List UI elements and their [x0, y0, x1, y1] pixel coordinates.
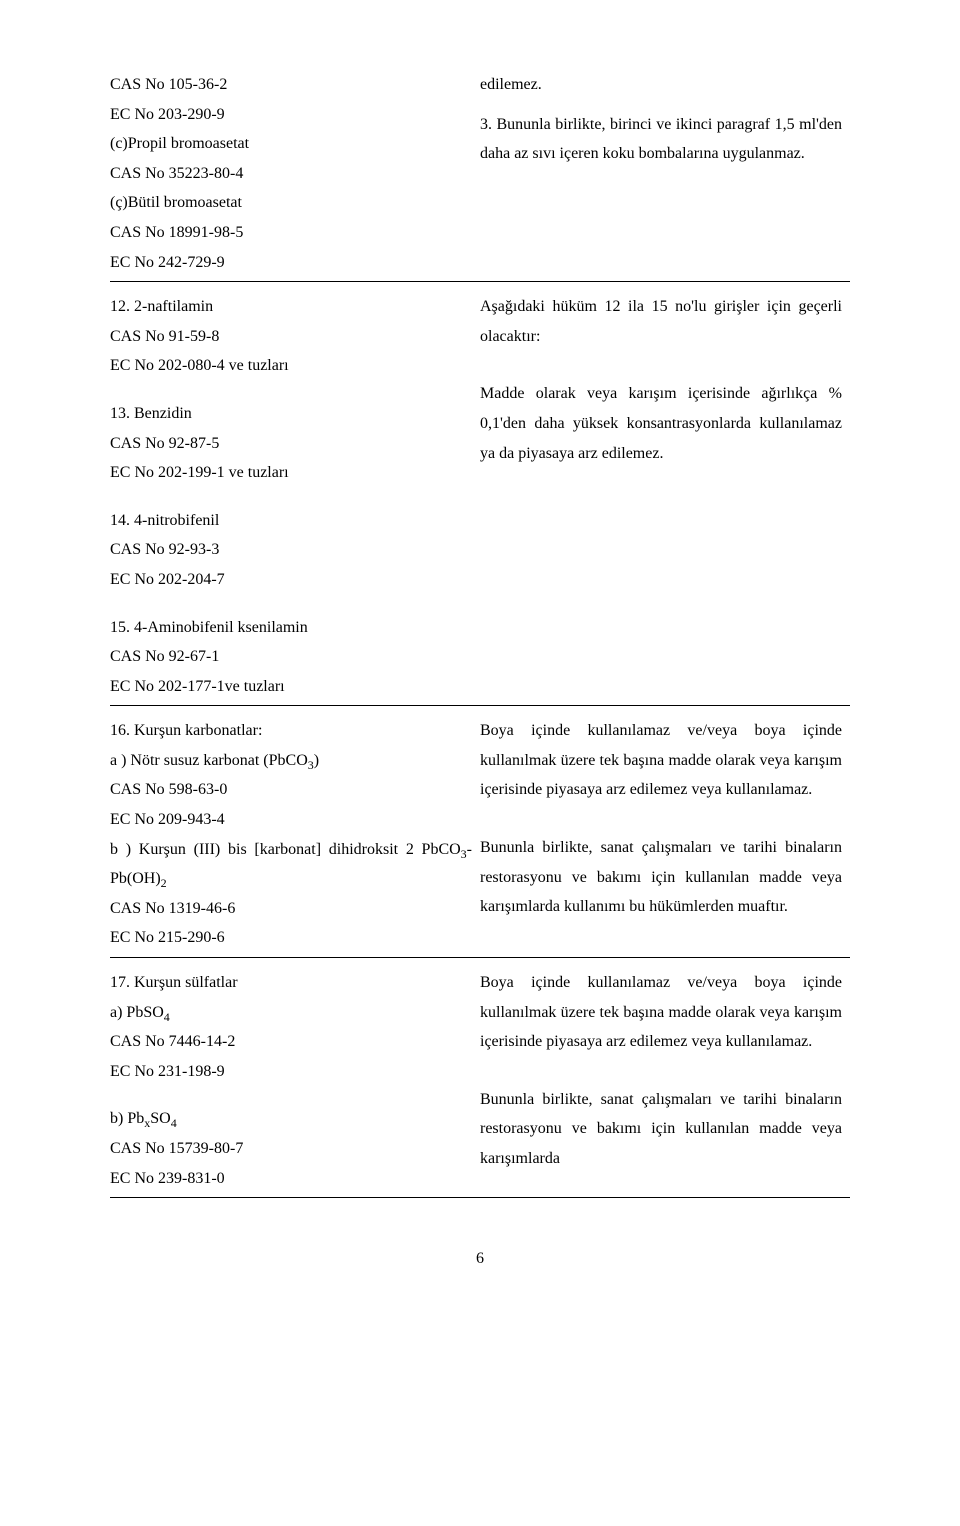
text-line: (c)Propil bromoasetat	[110, 129, 472, 159]
text-line: EC No 231-198-9	[110, 1057, 472, 1087]
text-line: EC No 203-290-9	[110, 100, 472, 130]
text-line: CAS No 598-63-0	[110, 775, 472, 805]
text-line: a ) Nötr susuz karbonat (PbCO3)	[110, 746, 472, 776]
row4-right: Boya içinde kullanılamaz ve/veya boya iç…	[480, 958, 850, 1198]
text-line: CAS No 15739-80-7	[110, 1134, 472, 1164]
text-line: b) PbxSO4	[110, 1104, 472, 1134]
text-line: EC No 202-204-7	[110, 565, 472, 595]
text-line: 15. 4-Aminobifenil ksenilamin	[110, 613, 472, 643]
text-line: a) PbSO4	[110, 998, 472, 1028]
page-number: 6	[110, 1244, 850, 1274]
row3-left: 16. Kurşun karbonatlar: a ) Nötr susuz k…	[110, 706, 480, 957]
text-line: CAS No 7446-14-2	[110, 1027, 472, 1057]
text-line: EC No 239-831-0	[110, 1164, 472, 1194]
text-line: CAS No 35223-80-4	[110, 159, 472, 189]
text-line: 13. Benzidin	[110, 399, 472, 429]
text-para: Bununla birlikte, sanat çalışmaları ve t…	[480, 833, 842, 922]
text-line: EC No 215-290-6	[110, 923, 472, 953]
text-para: 3. Bununla birlikte, birinci ve ikinci p…	[480, 110, 842, 169]
text-line: 17. Kurşun sülfatlar	[110, 968, 472, 998]
text-line: CAS No 92-67-1	[110, 642, 472, 672]
text-para: Aşağıdaki hüküm 12 ila 15 no'lu girişler…	[480, 292, 842, 351]
row1-left: CAS No 105-36-2 EC No 203-290-9 (c)Propi…	[110, 60, 480, 281]
text-line: 16. Kurşun karbonatlar:	[110, 716, 472, 746]
text-para: Bununla birlikte, sanat çalışmaları ve t…	[480, 1085, 842, 1174]
text-line: (ç)Bütil bromoasetat	[110, 188, 472, 218]
document-table: CAS No 105-36-2 EC No 203-290-9 (c)Propi…	[110, 60, 850, 1198]
row2-right: Aşağıdaki hüküm 12 ila 15 no'lu girişler…	[480, 282, 850, 706]
text-line: CAS No 92-93-3	[110, 535, 472, 565]
row2-left: 12. 2-naftilamin CAS No 91-59-8 EC No 20…	[110, 282, 480, 706]
text-line: CAS No 91-59-8	[110, 322, 472, 352]
row4-left: 17. Kurşun sülfatlar a) PbSO4 CAS No 744…	[110, 958, 480, 1198]
text-line: 14. 4-nitrobifenil	[110, 506, 472, 536]
text-line: 12. 2-naftilamin	[110, 292, 472, 322]
text-line: CAS No 105-36-2	[110, 70, 472, 100]
text-line: EC No 202-199-1 ve tuzları	[110, 458, 472, 488]
text-para: edilemez.	[480, 70, 842, 100]
text-para: Madde olarak veya karışım içerisinde ağı…	[480, 379, 842, 468]
row3-right: Boya içinde kullanılamaz ve/veya boya iç…	[480, 706, 850, 957]
text-line: CAS No 18991-98-5	[110, 218, 472, 248]
row1-right: edilemez. 3. Bununla birlikte, birinci v…	[480, 60, 850, 281]
text-para: Boya içinde kullanılamaz ve/veya boya iç…	[480, 716, 842, 805]
text-line: CAS No 92-87-5	[110, 429, 472, 459]
text-para: Boya içinde kullanılamaz ve/veya boya iç…	[480, 968, 842, 1057]
text-line: EC No 202-080-4 ve tuzları	[110, 351, 472, 381]
text-line: CAS No 1319-46-6	[110, 894, 472, 924]
text-line: b ) Kurşun (III) bis [karbonat] dihidrok…	[110, 835, 472, 894]
text-line: EC No 209-943-4	[110, 805, 472, 835]
text-line: EC No 202-177-1ve tuzları	[110, 672, 472, 702]
text-line: EC No 242-729-9	[110, 248, 472, 278]
